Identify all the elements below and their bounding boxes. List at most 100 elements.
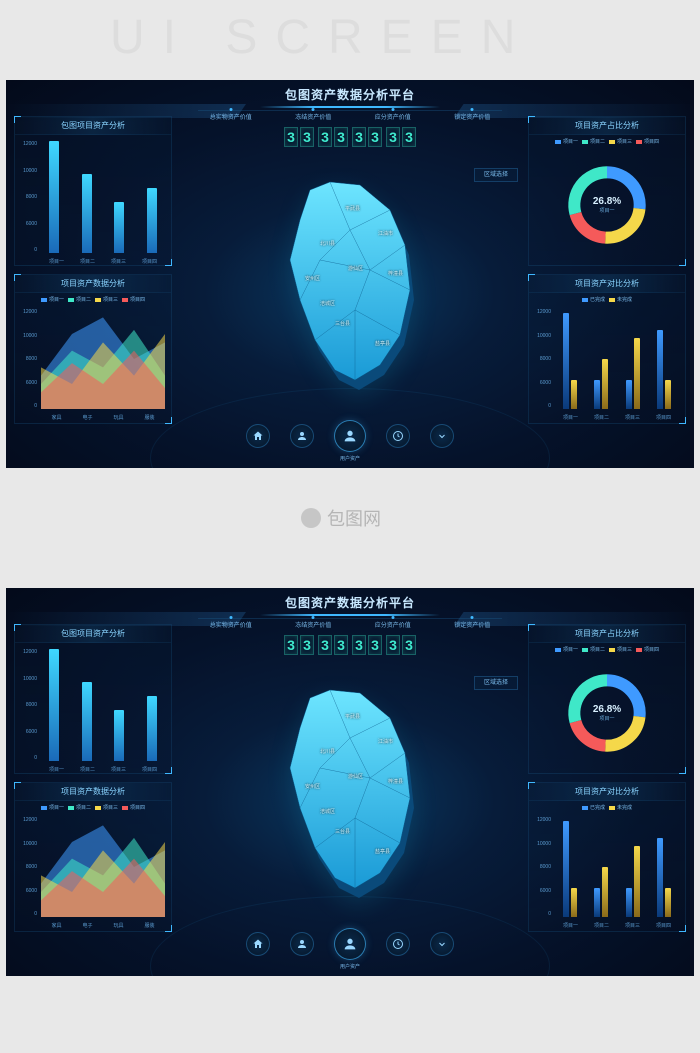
legend-item: 项目四 [122,296,145,303]
metric-label: 锁定资产价值 [454,620,490,629]
y-tick: 10000 [19,676,37,682]
legend-item: 项目四 [636,138,659,145]
y-tick: 6000 [533,380,551,386]
map-region-label: 三台县 [335,320,350,327]
legend: 项目一项目二项目三项目四 [529,643,685,653]
panel: 包图项目资产分析1200010000800060000项目一项目二项目三项目四 [14,624,172,774]
home-icon[interactable] [246,424,270,448]
bar [602,359,608,409]
x-label: 项目三 [111,258,126,265]
y-tick: 12000 [19,817,37,823]
chevron-down-icon[interactable] [430,932,454,956]
region-select-button[interactable]: 区域选择 [474,168,518,182]
bar [634,846,640,917]
x-label: 项目四 [656,414,671,421]
y-tick: 8000 [533,356,551,362]
legend-item: 项目三 [609,646,632,653]
home-icon[interactable] [246,932,270,956]
page-title: 包图资产数据分析平台 [240,86,460,103]
digit: 3 [352,127,366,147]
x-label: 项目三 [111,766,126,773]
metric-label: 应分资产价值 [375,620,411,629]
x-label: 项目一 [49,766,64,773]
legend-item: 未完成 [609,804,632,811]
bar [147,188,157,253]
watermark-icon [301,508,321,528]
bar [563,821,569,917]
map-region-label: 江油市 [378,230,393,237]
map-region-label: 江油市 [378,738,393,745]
compare-chart: 1200010000800060000项目一项目二项目三项目四 [529,303,685,423]
x-label: 服装 [144,414,154,421]
donut-chart: 26.8%项目一 [564,670,650,756]
user-icon[interactable] [334,420,366,452]
metrics-row: 总实物资产价值冻结资产价值应分资产价值锁定资产价值 [178,618,522,631]
bottom-icon-row: 用户资产 [246,420,454,452]
map[interactable]: 平武县北川县江油市安州区游仙区梓潼县三台县涪城区盐亭县 [260,170,440,390]
panel: 项目资产占比分析项目一项目二项目三项目四26.8%项目一 [528,624,686,774]
bar [114,202,124,253]
y-tick: 10000 [19,168,37,174]
y-tick: 0 [19,755,37,761]
legend-item: 项目一 [555,646,578,653]
y-tick: 10000 [19,841,37,847]
person-icon[interactable] [290,424,314,448]
panel-title: 包图项目资产分析 [15,117,171,135]
legend-item: 项目二 [582,646,605,653]
panel-title: 项目资产占比分析 [529,117,685,135]
y-tick: 12000 [533,817,551,823]
metric-label: 锁定资产价值 [454,112,490,121]
bar [49,141,59,253]
bar [665,888,671,917]
legend-item: 项目一 [41,296,64,303]
digit: 3 [386,127,400,147]
bar [602,867,608,917]
metric-label: 冻结资产价值 [295,112,331,121]
map-region-label: 游仙区 [348,773,363,780]
legend: 已完成未完成 [529,801,685,811]
watermark-text: 包图网 [327,505,381,531]
panel-title: 包图项目资产分析 [15,625,171,643]
chevron-down-icon[interactable] [430,424,454,448]
y-tick: 0 [533,403,551,409]
x-label: 项目二 [594,414,609,421]
digit: 3 [284,635,298,655]
y-tick: 6000 [19,221,37,227]
panel-title: 项目资产对比分析 [529,275,685,293]
map-region-label: 平武县 [345,205,360,212]
region-select-button[interactable]: 区域选择 [474,676,518,690]
map-region-label: 北川县 [320,240,335,247]
bar [571,888,577,917]
donut-slice [575,722,605,746]
map[interactable]: 平武县北川县江油市安州区游仙区梓潼县三台县涪城区盐亭县 [260,678,440,898]
x-label: 项目一 [563,922,578,929]
bar [82,174,92,253]
compare-chart: 1200010000800060000项目一项目二项目三项目四 [529,811,685,931]
clock-icon[interactable] [386,932,410,956]
digit: 3 [318,635,332,655]
bar [594,888,600,917]
y-tick: 6000 [19,888,37,894]
person-icon[interactable] [290,932,314,956]
donut-center-label: 项目一 [593,715,621,722]
panel: 项目资产对比分析已完成未完成1200010000800060000项目一项目二项… [528,782,686,932]
bar [626,380,632,409]
map-region-label: 北川县 [320,748,335,755]
y-tick: 12000 [19,141,37,147]
panel: 项目资产占比分析项目一项目二项目三项目四26.8%项目一 [528,116,686,266]
clock-icon[interactable] [386,424,410,448]
x-label: 电子 [82,414,92,421]
legend-item: 项目二 [582,138,605,145]
y-tick: 0 [19,403,37,409]
x-label: 家具 [51,414,61,421]
y-tick: 6000 [19,380,37,386]
legend-item: 项目四 [636,646,659,653]
center-area: 总实物资产价值冻结资产价值应分资产价值锁定资产价值33333333区域选择平武县… [178,618,522,966]
user-icon[interactable] [334,928,366,960]
digit: 3 [334,635,348,655]
panel-title: 项目资产数据分析 [15,275,171,293]
digit: 3 [334,127,348,147]
legend-item: 项目一 [555,138,578,145]
metrics-row: 总实物资产价值冻结资产价值应分资产价值锁定资产价值 [178,110,522,123]
legend-item: 项目二 [68,804,91,811]
